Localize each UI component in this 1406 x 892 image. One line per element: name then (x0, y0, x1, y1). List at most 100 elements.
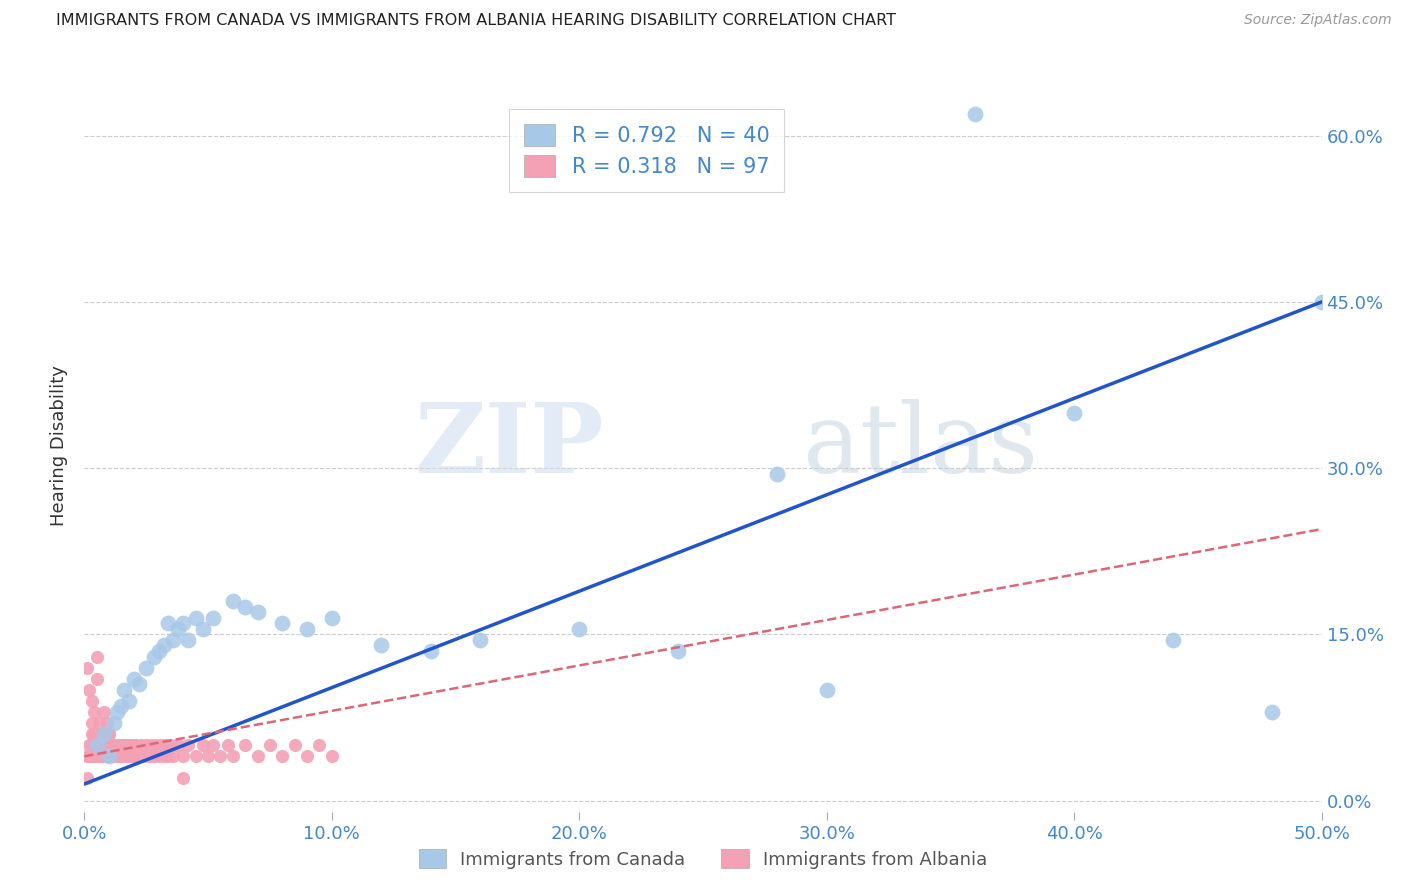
Point (118, 694, 141, 708)
Point (112, 749, 135, 764)
Point (96, 749, 118, 764)
Point (122, 672, 145, 686)
Point (145, 738, 167, 752)
Point (103, 738, 125, 752)
Point (148, 644, 170, 658)
Point (122, 749, 145, 764)
Point (135, 660, 157, 674)
Point (129, 738, 152, 752)
Point (184, 749, 207, 764)
Point (122, 738, 145, 752)
Point (110, 738, 132, 752)
Point (110, 749, 132, 764)
Point (160, 738, 183, 752)
Point (271, 749, 294, 764)
Point (184, 611, 207, 625)
Point (93, 705, 115, 719)
Point (1063, 406, 1085, 420)
Point (83, 738, 105, 752)
Point (79, 682, 101, 697)
Point (162, 632, 184, 647)
Point (197, 749, 219, 764)
Point (120, 749, 142, 764)
Point (321, 611, 343, 625)
Point (135, 738, 157, 752)
Point (568, 622, 591, 636)
Point (80, 749, 103, 764)
Point (86, 672, 108, 686)
Point (152, 639, 174, 653)
Point (93, 727, 115, 741)
Point (321, 749, 343, 764)
Point (100, 738, 122, 752)
Point (470, 632, 492, 647)
Point (112, 682, 135, 697)
Point (98, 727, 121, 741)
Point (271, 616, 294, 631)
Point (125, 738, 148, 752)
Point (96, 727, 118, 741)
Point (222, 594, 245, 608)
Point (157, 749, 180, 764)
Point (89, 716, 111, 731)
Point (965, 106, 987, 120)
Text: atlas: atlas (801, 399, 1038, 493)
Point (115, 738, 138, 752)
Point (103, 749, 125, 764)
Point (105, 749, 128, 764)
Point (105, 705, 128, 719)
Point (90, 738, 112, 752)
Point (217, 738, 239, 752)
Point (815, 682, 838, 697)
Point (108, 749, 131, 764)
Point (98, 727, 121, 741)
Point (128, 749, 150, 764)
Point (98, 749, 121, 764)
Point (172, 749, 194, 764)
Point (100, 749, 122, 764)
Legend: Immigrants from Canada, Immigrants from Albania: Immigrants from Canada, Immigrants from … (405, 835, 1001, 883)
Point (86, 727, 108, 741)
Point (666, 644, 689, 658)
Point (93, 727, 115, 741)
Point (167, 738, 190, 752)
Point (167, 622, 190, 636)
Point (98, 738, 121, 752)
Point (259, 738, 281, 752)
Point (191, 738, 214, 752)
Point (172, 772, 194, 786)
Point (83, 705, 105, 719)
Point (93, 749, 115, 764)
Point (80, 727, 103, 741)
Point (86, 749, 108, 764)
Point (177, 632, 200, 647)
Point (83, 749, 105, 764)
Point (172, 616, 194, 631)
Point (80, 694, 103, 708)
Point (76, 660, 98, 674)
Point (1161, 632, 1184, 647)
Point (105, 738, 128, 752)
Point (370, 639, 392, 653)
Point (246, 749, 269, 764)
Point (96, 738, 118, 752)
Point (76, 772, 98, 786)
Point (96, 716, 118, 731)
Point (90, 727, 112, 741)
Point (120, 738, 142, 752)
Point (202, 738, 225, 752)
Point (132, 749, 155, 764)
Point (419, 644, 441, 658)
Point (93, 738, 115, 752)
Y-axis label: Hearing Disability: Hearing Disability (51, 366, 69, 526)
Point (118, 749, 141, 764)
Point (152, 749, 174, 764)
Text: ZIP: ZIP (415, 399, 605, 493)
Point (295, 749, 318, 764)
Point (89, 738, 111, 752)
Point (284, 738, 307, 752)
Point (79, 738, 101, 752)
Point (115, 749, 138, 764)
Point (80, 738, 103, 752)
Point (86, 649, 108, 664)
